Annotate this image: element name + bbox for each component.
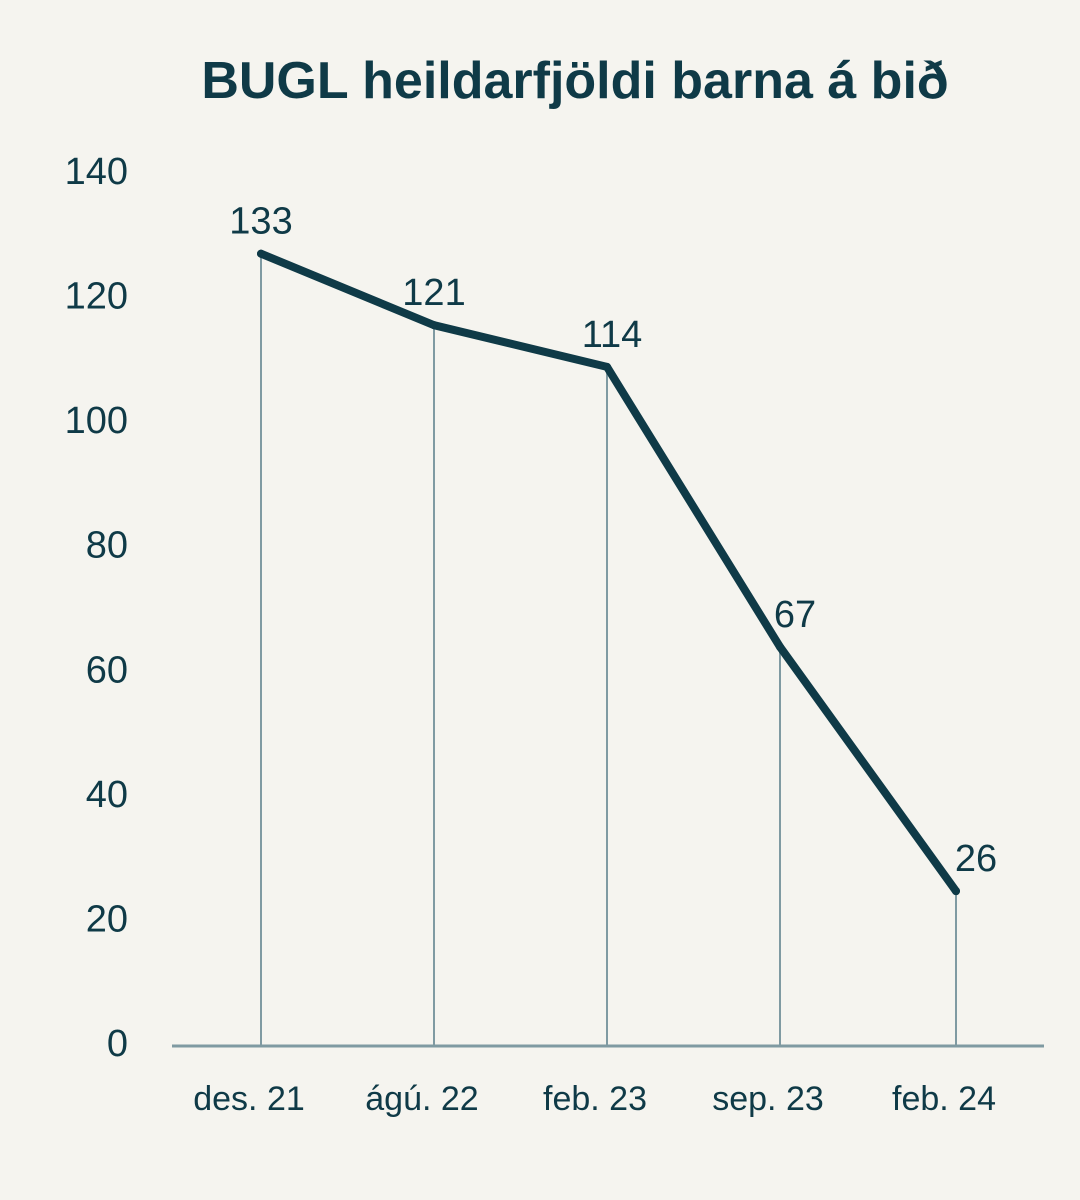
data-label: 121: [402, 272, 465, 314]
y-tick-label: 80: [86, 525, 128, 567]
data-label: 67: [774, 594, 816, 636]
x-tick-label: ágú. 22: [365, 1080, 478, 1118]
drop-lines: [260, 253, 957, 1046]
data-labels: 133 121 114 67 26: [229, 201, 997, 880]
series-line-group: [257, 249, 960, 896]
chart-title: BUGL heildarfjöldi barna á bið: [201, 52, 948, 110]
data-point: [603, 362, 611, 371]
x-tick-label: feb. 24: [892, 1080, 996, 1118]
data-label: 26: [955, 838, 997, 880]
y-tick-label: 0: [107, 1023, 128, 1065]
data-point: [776, 642, 784, 651]
x-axis-ticks: des. 21 ágú. 22 feb. 23 sep. 23 feb. 24: [193, 1080, 996, 1118]
x-tick-label: feb. 23: [543, 1080, 647, 1118]
y-tick-label: 60: [86, 649, 128, 691]
y-tick-label: 140: [65, 151, 128, 193]
y-tick-label: 120: [65, 276, 128, 318]
x-tick-label: sep. 23: [712, 1080, 824, 1118]
data-point: [430, 321, 438, 330]
y-tick-label: 40: [86, 774, 128, 816]
data-point: [257, 249, 265, 258]
data-point: [952, 887, 960, 896]
y-tick-label: 20: [86, 898, 128, 940]
data-label: 133: [229, 201, 292, 243]
data-label: 114: [582, 314, 643, 356]
x-tick-label: des. 21: [193, 1080, 305, 1118]
y-axis-ticks: 0 20 40 60 80 100 120 140: [65, 151, 128, 1065]
y-tick-label: 100: [65, 400, 128, 442]
